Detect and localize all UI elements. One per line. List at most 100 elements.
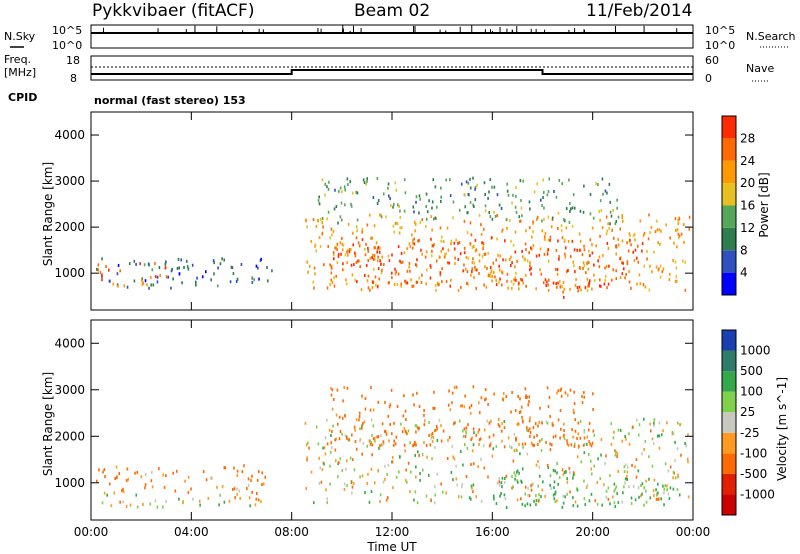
data-cell	[335, 205, 338, 209]
data-cell	[518, 471, 520, 475]
data-cell	[625, 437, 627, 441]
data-cell	[264, 475, 267, 479]
data-cell	[645, 479, 647, 483]
data-cell	[353, 425, 356, 429]
data-cell	[419, 472, 421, 476]
data-cell	[416, 258, 418, 262]
data-cell	[500, 481, 503, 485]
data-cell	[388, 194, 390, 198]
data-cell	[400, 284, 402, 288]
data-cell	[481, 255, 484, 259]
data-cell	[419, 478, 421, 482]
data-cell	[380, 271, 383, 275]
data-cell	[335, 245, 338, 249]
data-cell	[601, 503, 604, 507]
data-cell	[583, 391, 585, 395]
data-cell	[525, 248, 527, 252]
data-cell	[228, 499, 231, 503]
data-cell	[576, 455, 579, 459]
data-cell	[229, 280, 232, 284]
data-cell	[421, 218, 424, 222]
data-cell	[373, 257, 376, 261]
data-cell	[378, 277, 381, 281]
data-cell	[584, 286, 587, 290]
data-cell	[521, 467, 524, 471]
data-cell	[682, 223, 685, 227]
data-cell	[472, 385, 475, 389]
data-cell	[343, 482, 346, 486]
data-cell	[554, 267, 557, 271]
data-cell	[410, 470, 412, 474]
data-cell	[608, 264, 610, 268]
data-cell	[423, 419, 426, 423]
data-cell	[517, 287, 520, 291]
data-cell	[399, 455, 401, 459]
data-cell	[363, 181, 366, 185]
data-cell	[420, 248, 422, 252]
data-cell	[304, 421, 307, 425]
data-cell	[542, 480, 544, 484]
colorbar-cell	[722, 205, 736, 228]
data-cell	[530, 247, 533, 251]
data-cell	[181, 281, 183, 285]
data-cell	[350, 263, 353, 267]
data-cell	[412, 205, 415, 209]
data-cell	[122, 487, 124, 491]
data-cell	[257, 470, 260, 474]
data-cell	[536, 433, 538, 437]
data-cell	[586, 483, 589, 487]
data-cell	[574, 270, 576, 274]
data-cell	[619, 428, 622, 432]
data-cell	[611, 228, 613, 232]
data-cell	[541, 437, 543, 441]
data-cell	[361, 394, 363, 398]
data-cell	[433, 501, 436, 505]
data-cell	[518, 410, 521, 414]
data-cell	[644, 285, 647, 289]
colorbar-cell	[722, 250, 736, 273]
data-cell	[353, 263, 355, 267]
data-cell	[545, 440, 547, 444]
data-cell	[454, 262, 456, 266]
data-cell	[528, 200, 531, 204]
data-cell	[107, 268, 110, 272]
data-cell	[318, 481, 321, 485]
data-cell	[512, 243, 515, 247]
data-cell	[391, 432, 393, 436]
data-cell	[591, 287, 593, 291]
data-cell	[385, 498, 388, 502]
data-cell	[345, 282, 348, 286]
data-cell	[480, 457, 482, 461]
data-cell	[649, 231, 651, 235]
data-cell	[346, 386, 349, 390]
data-cell	[593, 464, 595, 468]
data-cell	[613, 489, 616, 493]
data-cell	[459, 252, 462, 256]
data-cell	[409, 269, 411, 273]
data-cell	[431, 244, 433, 248]
data-cell	[621, 219, 624, 223]
data-cell	[473, 275, 475, 279]
data-cell	[351, 458, 354, 462]
data-cell	[440, 195, 442, 199]
colorbar-cell	[722, 183, 736, 206]
data-cell	[339, 457, 342, 461]
data-cell	[641, 249, 643, 253]
data-cell	[405, 468, 408, 472]
data-cell	[377, 255, 379, 259]
data-cell	[455, 238, 457, 242]
data-cell	[491, 185, 493, 189]
data-cell	[371, 286, 374, 290]
data-cell	[644, 440, 647, 444]
data-cell	[639, 282, 642, 286]
data-cell	[652, 489, 655, 493]
data-cell	[431, 457, 433, 461]
data-cell	[577, 289, 579, 293]
data-cell	[672, 470, 675, 474]
data-cell	[333, 207, 336, 211]
data-cell	[426, 210, 429, 214]
data-cell	[687, 433, 689, 437]
data-cell	[154, 275, 157, 279]
data-cell	[514, 230, 517, 234]
